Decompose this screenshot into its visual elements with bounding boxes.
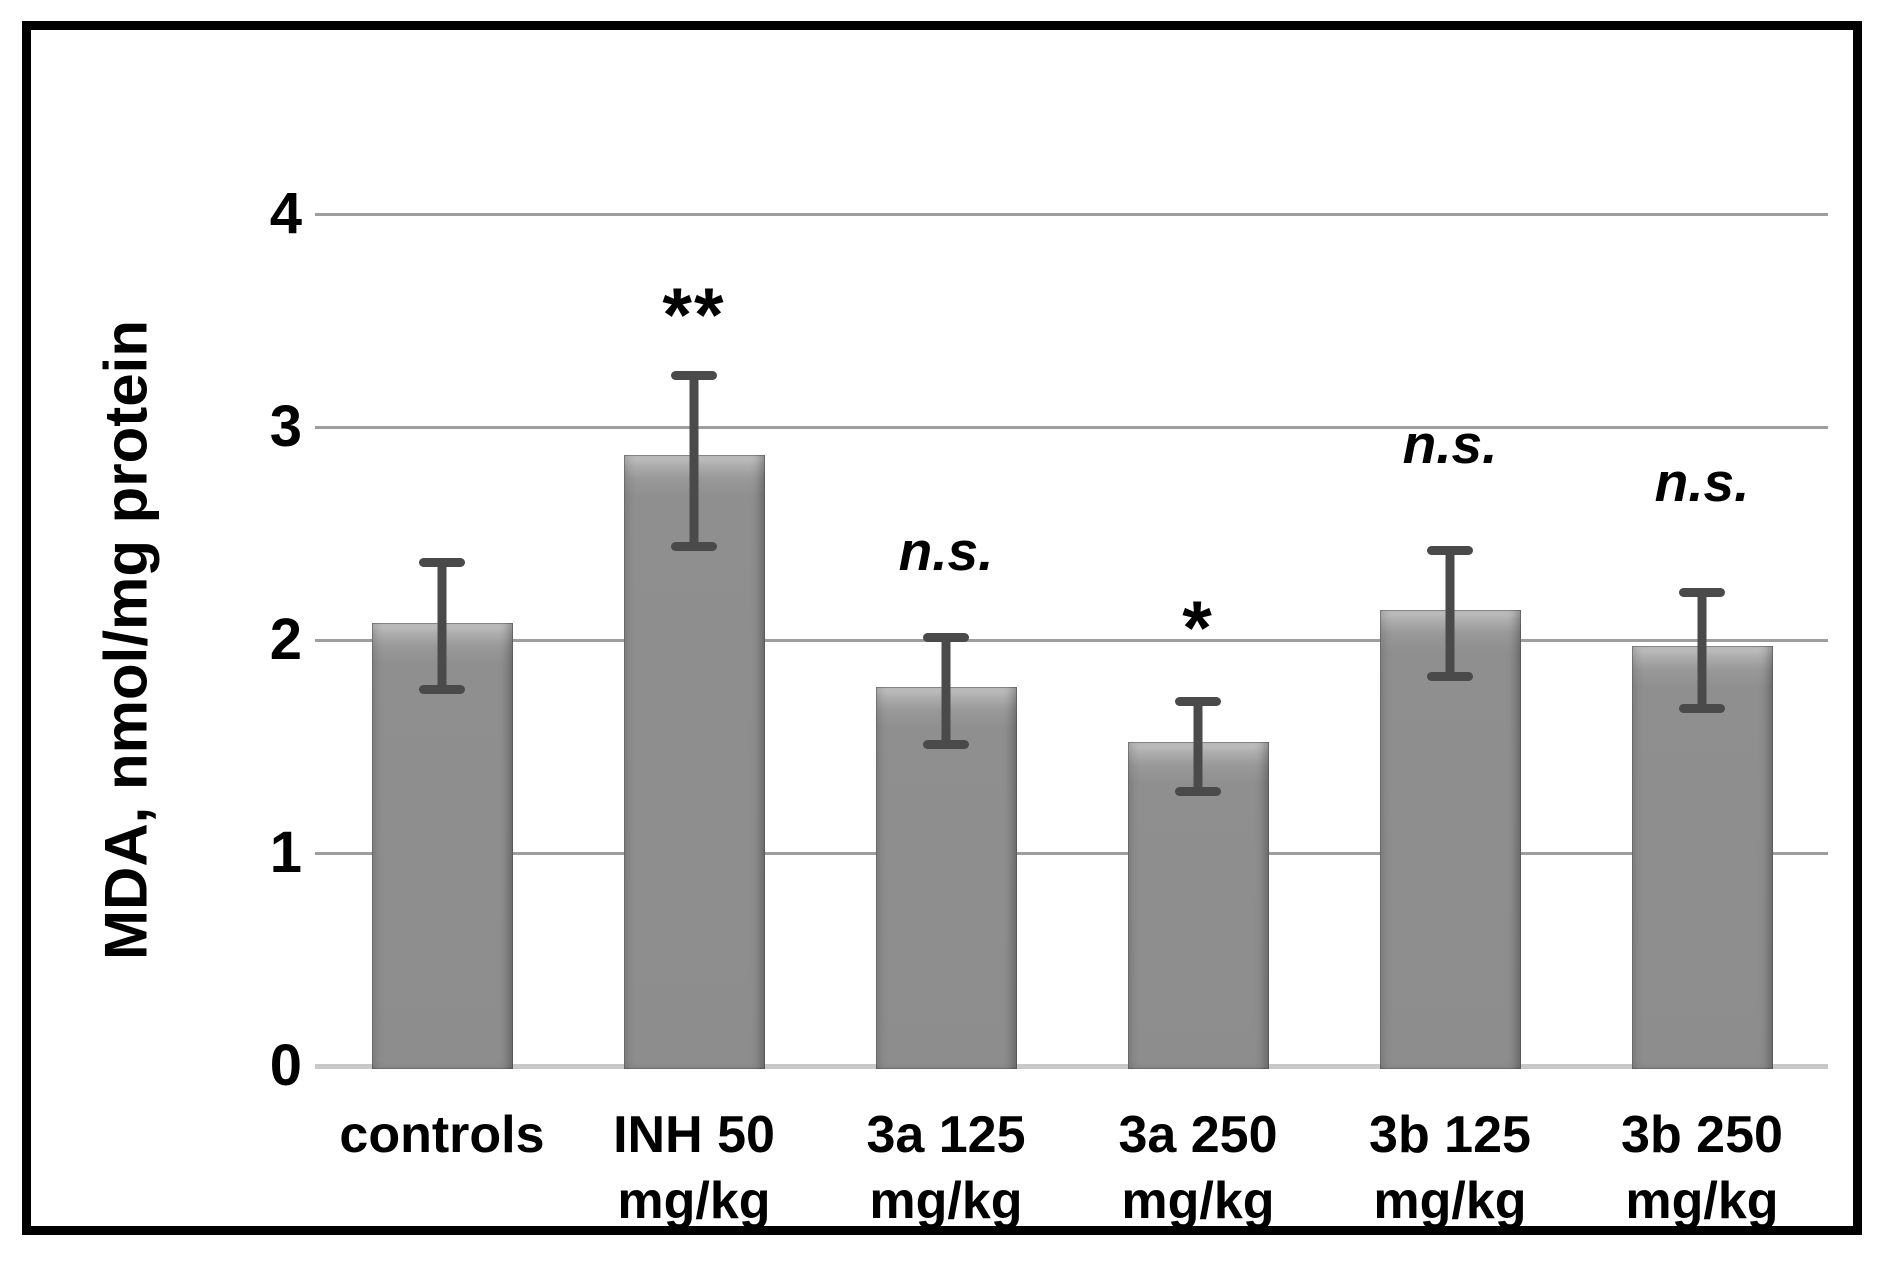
error-bar-cap <box>419 558 465 568</box>
bar-inh-50-mg-kg <box>623 454 765 1069</box>
error-bar-cap <box>1175 787 1221 797</box>
error-bar-cap <box>1679 588 1725 598</box>
bar-3a-250-mg-kg <box>1127 742 1269 1069</box>
gridline-y1 <box>315 852 1828 855</box>
error-bar-3a-250-mg-kg <box>1175 696 1221 797</box>
significance-annotation-ns: n.s. <box>898 519 994 582</box>
x-tick-label-line: controls <box>339 1106 545 1164</box>
y-tick-label-2: 2 <box>269 607 302 672</box>
error-bar-cap <box>1679 704 1725 714</box>
x-tick-label-line: mg/kg <box>1121 1172 1275 1230</box>
error-bar-stem <box>1445 549 1455 678</box>
error-bar-cap <box>923 740 969 750</box>
significance-annotation-star: ** <box>662 273 726 359</box>
error-bar-stem <box>1193 700 1203 793</box>
y-tick-label-0: 0 <box>269 1033 302 1098</box>
x-tick-label-line: 3a 125 <box>866 1106 1026 1164</box>
error-bar-cap <box>419 684 465 694</box>
error-bar-stem <box>941 636 951 746</box>
x-tick-label-line: mg/kg <box>1373 1172 1527 1230</box>
error-bar-3b-250-mg-kg <box>1679 588 1725 714</box>
gridline-y4 <box>315 213 1828 216</box>
error-bar-3b-125-mg-kg <box>1427 545 1473 682</box>
error-bar-cap <box>1427 672 1473 682</box>
x-tick-label-3b-125-mg-kg: 3b 125 mg/kg <box>1320 1102 1580 1234</box>
x-tick-label-line: INH 50 <box>613 1106 775 1164</box>
x-tick-label-3a-250-mg-kg: 3a 250 mg/kg <box>1068 1102 1328 1234</box>
error-bar-cap <box>1427 545 1473 555</box>
x-tick-label-line: 3b 250 <box>1621 1106 1783 1164</box>
x-tick-label-3b-250-mg-kg: 3b 250 mg/kg <box>1572 1102 1832 1234</box>
x-tick-label-line: mg/kg <box>617 1172 771 1230</box>
error-bar-3a-125-mg-kg <box>923 632 969 750</box>
x-tick-label-line: 3b 125 <box>1369 1106 1531 1164</box>
significance-annotation-ns: n.s. <box>1654 451 1750 514</box>
gridline-y3 <box>315 426 1828 429</box>
bar-3b-250-mg-kg <box>1631 646 1773 1069</box>
gridline-y2 <box>315 639 1828 642</box>
error-bar-stem <box>1697 592 1707 710</box>
error-bar-cap <box>923 632 969 642</box>
y-tick-label-4: 4 <box>269 181 302 246</box>
y-tick-label-1: 1 <box>269 820 302 885</box>
x-tick-label-line: mg/kg <box>869 1172 1023 1230</box>
x-tick-label-line: mg/kg <box>1625 1172 1779 1230</box>
error-bar-inh-50-mg-kg <box>671 370 717 552</box>
y-tick-label-3: 3 <box>269 394 302 459</box>
x-axis-line <box>315 1064 1828 1069</box>
bar-controls <box>371 622 513 1069</box>
bar-3b-125-mg-kg <box>1379 610 1521 1069</box>
error-bar-cap <box>1175 696 1221 706</box>
bar-3a-125-mg-kg <box>875 686 1017 1069</box>
x-tick-label-controls: controls <box>312 1102 572 1168</box>
x-tick-label-3a-125-mg-kg: 3a 125 mg/kg <box>816 1102 1076 1234</box>
x-tick-label-inh-50-mg-kg: INH 50 mg/kg <box>564 1102 824 1234</box>
error-bar-stem <box>689 374 699 548</box>
error-bar-cap <box>671 370 717 380</box>
error-bar-cap <box>671 542 717 552</box>
significance-annotation-ns: n.s. <box>1402 413 1498 476</box>
error-bar-stem <box>437 562 447 690</box>
significance-annotation-star: * <box>1182 586 1214 672</box>
error-bar-controls <box>419 558 465 694</box>
x-tick-label-line: 3a 250 <box>1118 1106 1278 1164</box>
